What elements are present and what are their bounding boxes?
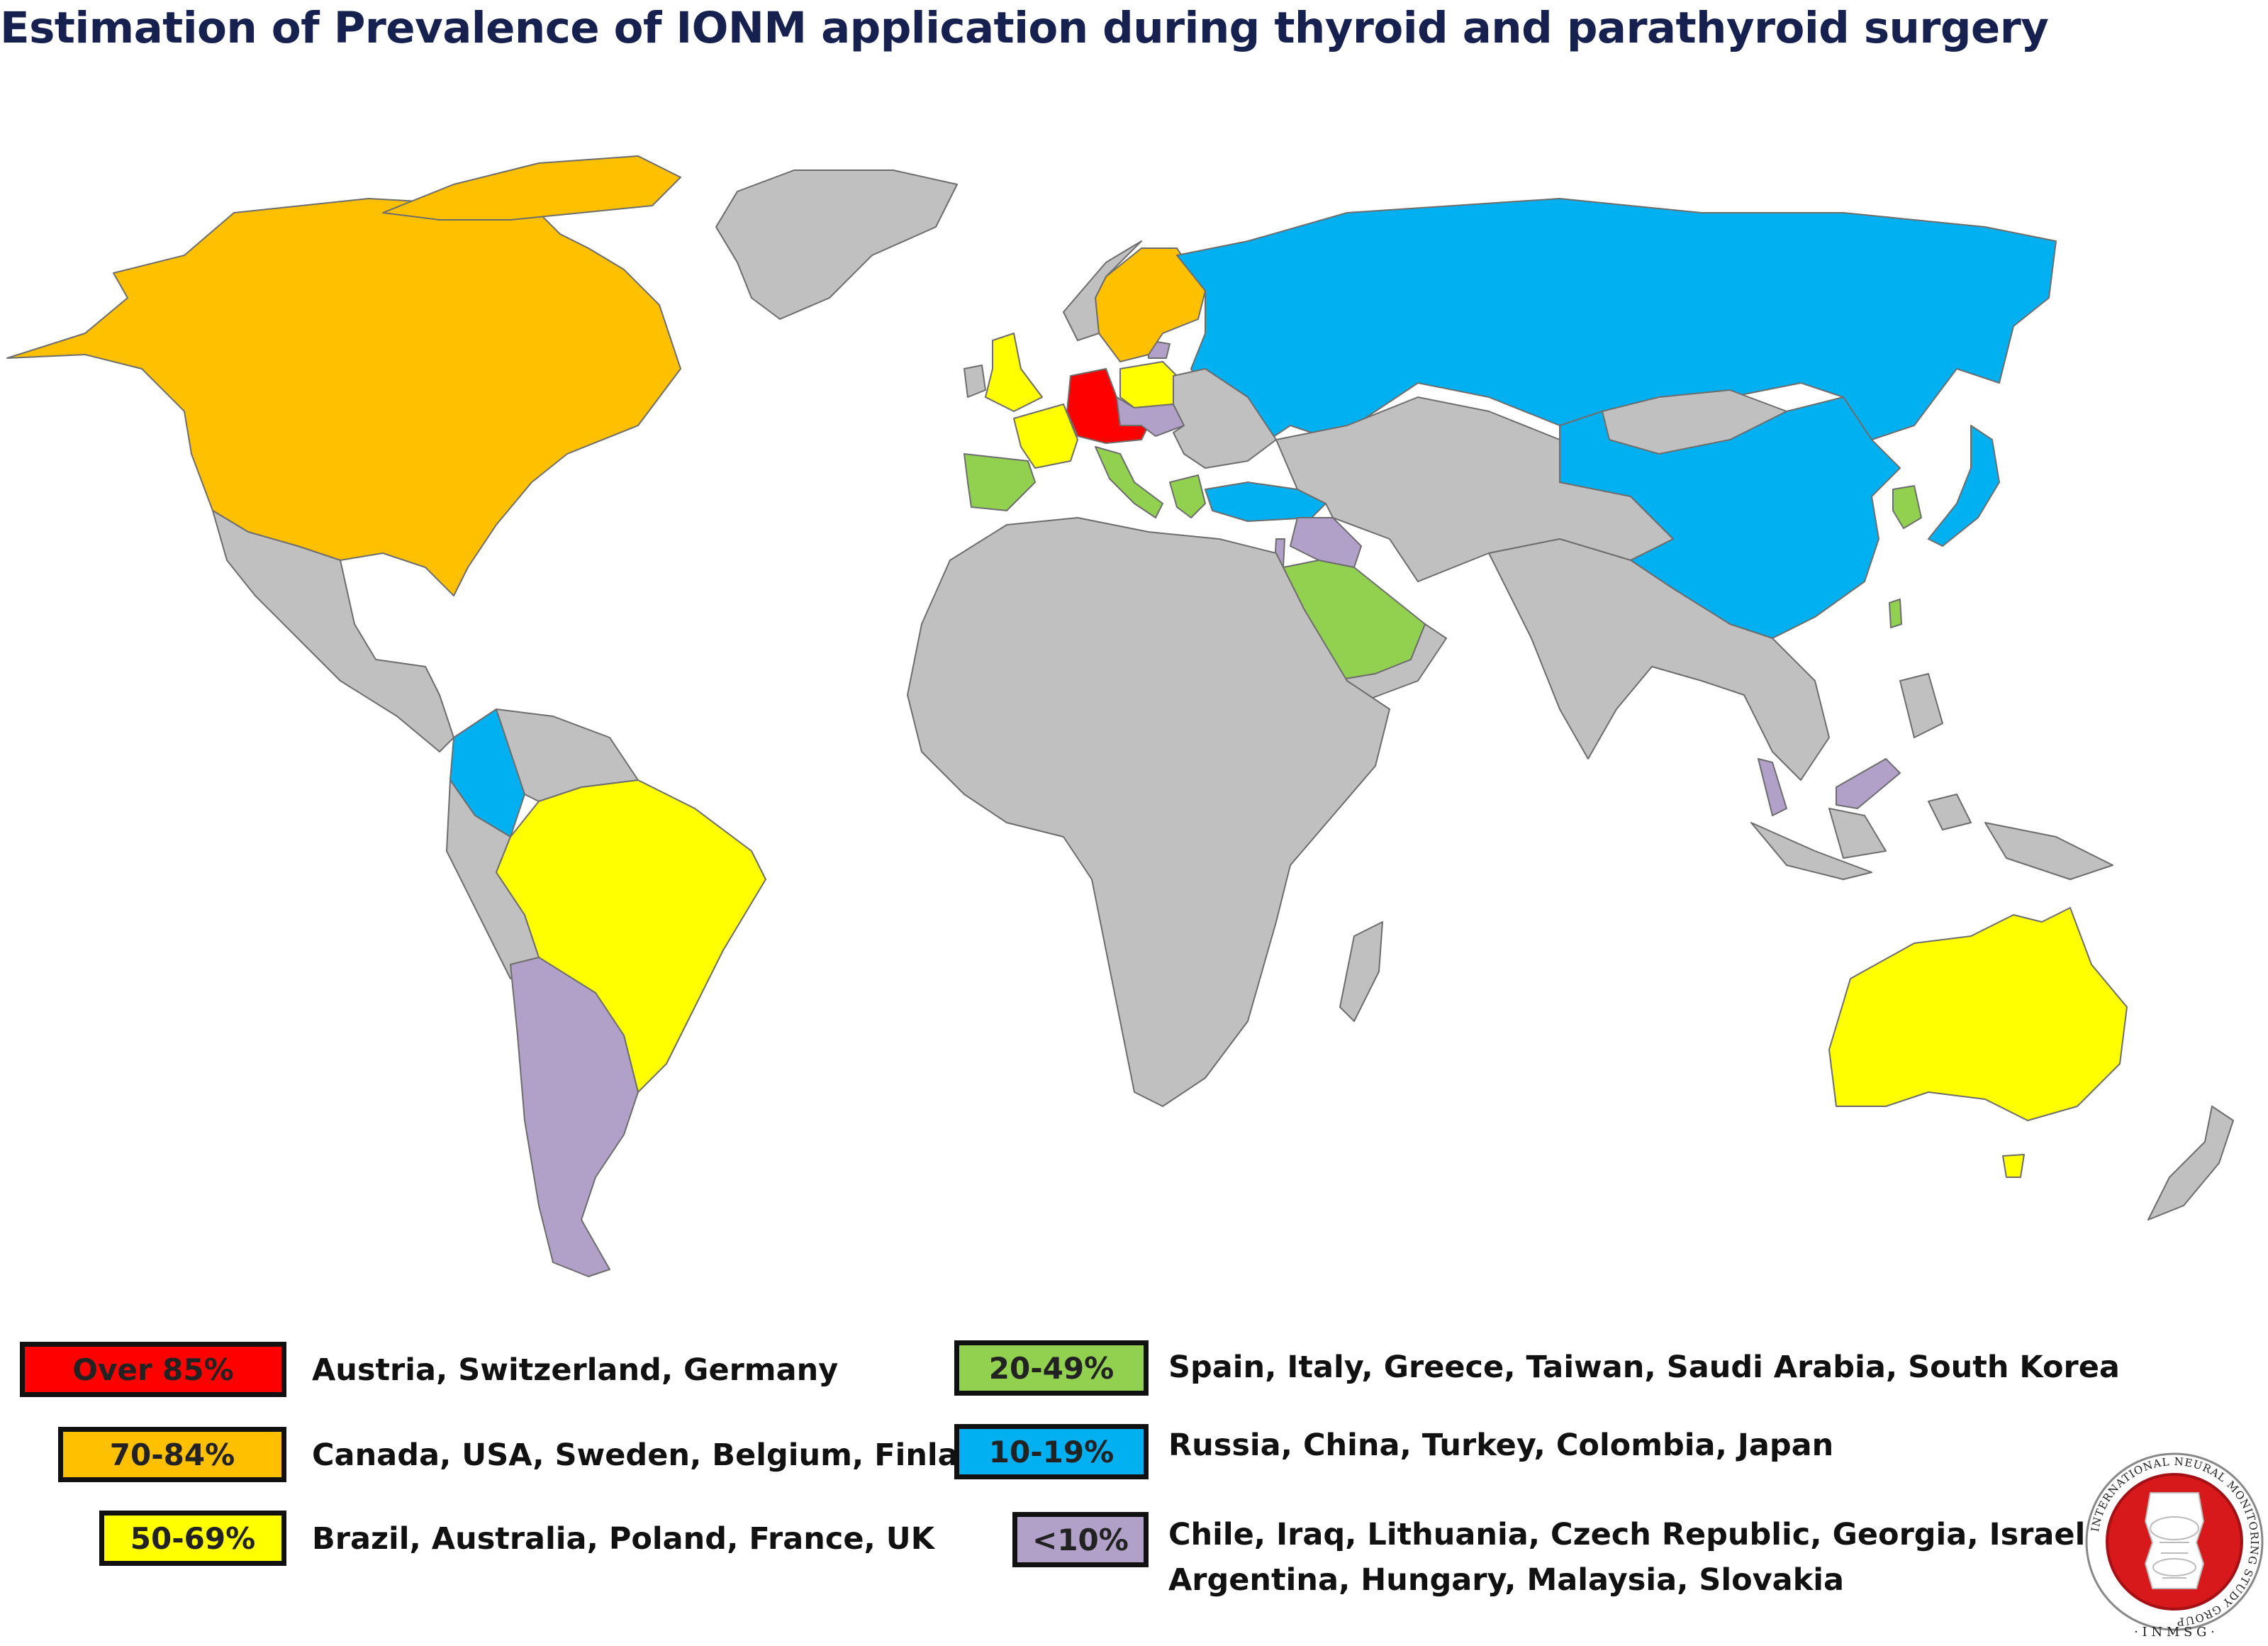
inmsg-logo: INTERNATIONAL NEURAL MONITORING STUDY GR…: [2085, 1452, 2264, 1640]
legend-swatch-50-69: 50-69%: [99, 1511, 286, 1566]
legend-swatch-10-19: 10-19%: [954, 1424, 1149, 1479]
legend-swatch-70-84: 70-84%: [58, 1427, 286, 1482]
legend-countries-over85: Austria, Switzerland, Germany: [312, 1352, 839, 1388]
mexico-central-america: [212, 510, 454, 752]
legend-countries-70-84: Canada, USA, Sweden, Belgium, Finland: [312, 1438, 1002, 1473]
country-taiwan: [1889, 599, 1902, 628]
madagascar: [1339, 921, 1383, 1022]
indonesia-philippines: [1750, 673, 2113, 880]
legend-range-50-69: 50-69%: [130, 1520, 256, 1556]
legend-range-over85: Over 85%: [72, 1352, 234, 1387]
legend-swatch-lt10: <10%: [1012, 1512, 1149, 1567]
thyroid-larynx-icon: [2144, 1492, 2205, 1589]
mongolia: [1602, 389, 1787, 455]
legend-countries-lt10-line1: Chile, Iraq, Lithuania, Czech Republic, …: [1168, 1517, 2097, 1552]
country-japan: [1928, 425, 2000, 547]
new-zealand: [2147, 1106, 2234, 1220]
country-germany-switzerland-austria: [1066, 368, 1149, 444]
map-title: Estimation of Prevalence of IONM applica…: [0, 3, 2049, 53]
country-turkey: [1205, 482, 1326, 522]
country-malaysia: [1758, 758, 1901, 816]
legend-countries-lt10-line2: Argentina, Hungary, Malaysia, Slovakia: [1168, 1562, 1845, 1598]
arctic-islands: [382, 155, 681, 221]
legend-swatch-20-49: 20-49%: [954, 1340, 1149, 1396]
country-uk: [985, 333, 1043, 412]
tasmania: [2002, 1154, 2025, 1178]
norway: [1063, 240, 1142, 341]
country-france: [1013, 404, 1078, 469]
legend-countries-10-19: Russia, China, Turkey, Colombia, Japan: [1168, 1428, 1834, 1463]
world-map: [6, 155, 2234, 1277]
eastern-europe-gray: [1173, 368, 1277, 469]
ireland: [963, 365, 986, 398]
country-australia: [1828, 907, 2128, 1121]
country-italy: [1095, 446, 1163, 518]
legend-swatch-over85: Over 85%: [20, 1342, 286, 1397]
greenland: [715, 169, 958, 320]
legend-range-20-49: 20-49%: [988, 1350, 1115, 1386]
india-southeast-asia: [1488, 538, 1830, 781]
country-canada-usa: [6, 198, 681, 596]
legend-range-70-84: 70-84%: [109, 1437, 235, 1472]
country-brazil: [496, 779, 766, 1093]
logo-bottom-text: · I N M S G ·: [2134, 1625, 2215, 1640]
country-poland: [1119, 361, 1178, 408]
legend-countries-50-69: Brazil, Australia, Poland, France, UK: [312, 1521, 935, 1557]
country-south-korea: [1892, 485, 1922, 529]
country-argentina-chile: [510, 957, 639, 1277]
legend-range-10-19: 10-19%: [988, 1434, 1115, 1469]
legend-countries-20-49: Spain, Italy, Greece, Taiwan, Saudi Arab…: [1168, 1350, 2120, 1385]
country-spain: [963, 453, 1036, 511]
country-greece: [1169, 474, 1206, 518]
legend-range-lt10: <10%: [1032, 1522, 1129, 1557]
africa: [907, 517, 1390, 1107]
